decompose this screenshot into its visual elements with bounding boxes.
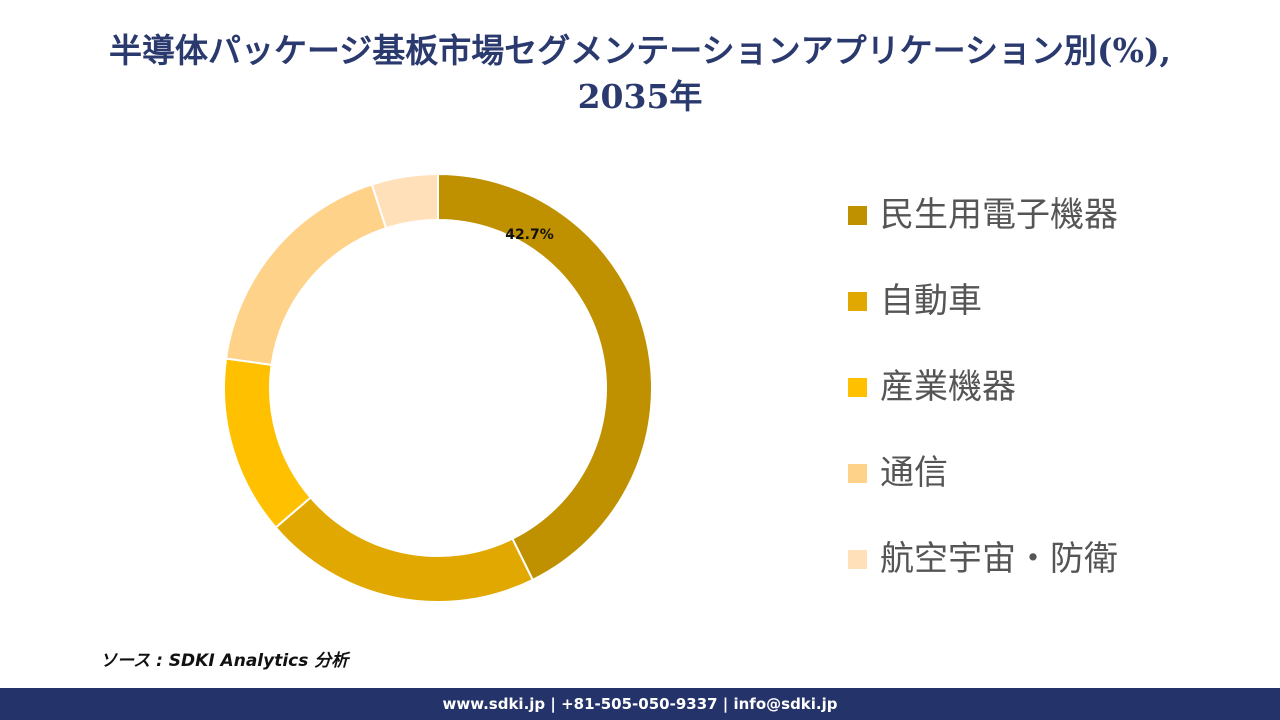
legend-swatch	[848, 206, 867, 225]
legend-label: 民生用電子機器	[880, 195, 1118, 235]
legend-swatch	[848, 378, 867, 397]
legend-label: 航空宇宙・防衛	[880, 539, 1118, 579]
donut-slice-4	[224, 183, 388, 366]
legend-swatch	[848, 550, 867, 569]
chart-title-line-1: 半導体パッケージ基板市場セグメンテーションアプリケーション別(%),	[108, 31, 1172, 70]
donut-slice-3	[223, 357, 313, 529]
donut-slice-2	[274, 496, 535, 603]
footer-bar: www.sdki.jp | +81-505-050-9337 | info@sd…	[0, 688, 1280, 720]
legend-label: 産業機器	[880, 367, 1016, 407]
legend-swatch	[848, 464, 867, 483]
legend-label: 通信	[880, 453, 948, 493]
footer-contact: www.sdki.jp | +81-505-050-9337 | info@sd…	[442, 695, 838, 713]
donut-slice-5	[370, 172, 439, 230]
chart-title-line-2: 2035年	[577, 77, 703, 116]
data-label-1: 42.7%	[505, 227, 554, 243]
legend-swatch	[848, 292, 867, 311]
donut-slice-1	[437, 172, 653, 582]
legend-label: 自動車	[880, 281, 982, 321]
chart-title: 半導体パッケージ基板市場セグメンテーションアプリケーション別(%), 2035年	[0, 28, 1280, 120]
source-note: ソース : SDKI Analytics 分析	[100, 651, 349, 671]
donut-chart: 42.7%	[223, 172, 653, 603]
